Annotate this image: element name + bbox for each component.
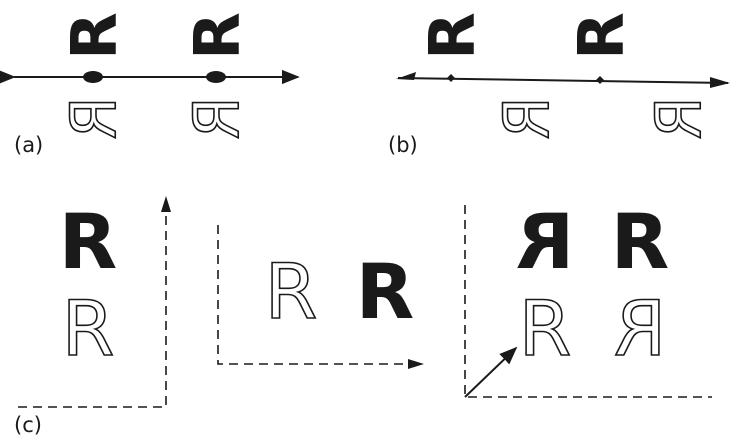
- panel-a-glyph-solid-1: R: [58, 12, 131, 60]
- panel-c-label: (c): [14, 413, 42, 437]
- panel-a-reflection-point-1: [83, 71, 103, 83]
- panel-c-axis-path-1: [18, 205, 167, 408]
- panel-c-axis-path-3: [464, 205, 712, 398]
- panel-b-axis-arrow-right: [710, 77, 730, 88]
- panel-c-diagonal-arrow: [464, 346, 518, 398]
- panel-b-label: (b): [388, 133, 418, 157]
- panel-a-label: (a): [14, 133, 43, 157]
- panel-c-glyph-outline-1: R: [62, 284, 115, 373]
- panel-c-axis-arrow-up: [161, 196, 171, 212]
- panel-b-glyph-mirror-2: R: [643, 96, 716, 139]
- panel-b-glyph-solid-1: R: [416, 12, 489, 60]
- panel-c-axis-path-2: [217, 225, 412, 365]
- panel-a-glyph-mirror-2: R: [181, 96, 254, 139]
- panel-b-axis-line: [397, 77, 729, 84]
- panel-b-glyph-solid-2: R: [565, 12, 638, 60]
- panel-b-glyph-mirror-1: R: [491, 96, 564, 139]
- panel-b-point-1: [447, 74, 455, 82]
- panel-a: R R R R (a): [0, 12, 300, 157]
- panel-a-glyph-mirror-1: R: [58, 96, 131, 139]
- panel-c: R R R R R R R R (c): [14, 196, 712, 437]
- panel-b-axis-arrow-left: [396, 72, 416, 80]
- panel-a-reflection-point-2: [206, 71, 226, 83]
- panel-c-glyph-outline-3: R: [519, 284, 572, 373]
- panel-c-glyph-mirrored-solid: R: [516, 197, 575, 286]
- panel-c-axis-arrow-right: [408, 359, 424, 369]
- panel-c-glyph-solid-2: R: [356, 247, 415, 336]
- panel-c-glyph-outline-2: R: [265, 247, 318, 336]
- panel-b-point-2: [596, 76, 604, 84]
- panel-a-glyph-solid-2: R: [181, 12, 254, 60]
- panel-c-glyph-mirrored-outline: R: [614, 284, 667, 373]
- panel-c-glyph-solid-3: R: [611, 197, 670, 286]
- panel-b: R R R R (b): [388, 12, 730, 157]
- panel-c-glyph-solid-1: R: [59, 197, 118, 286]
